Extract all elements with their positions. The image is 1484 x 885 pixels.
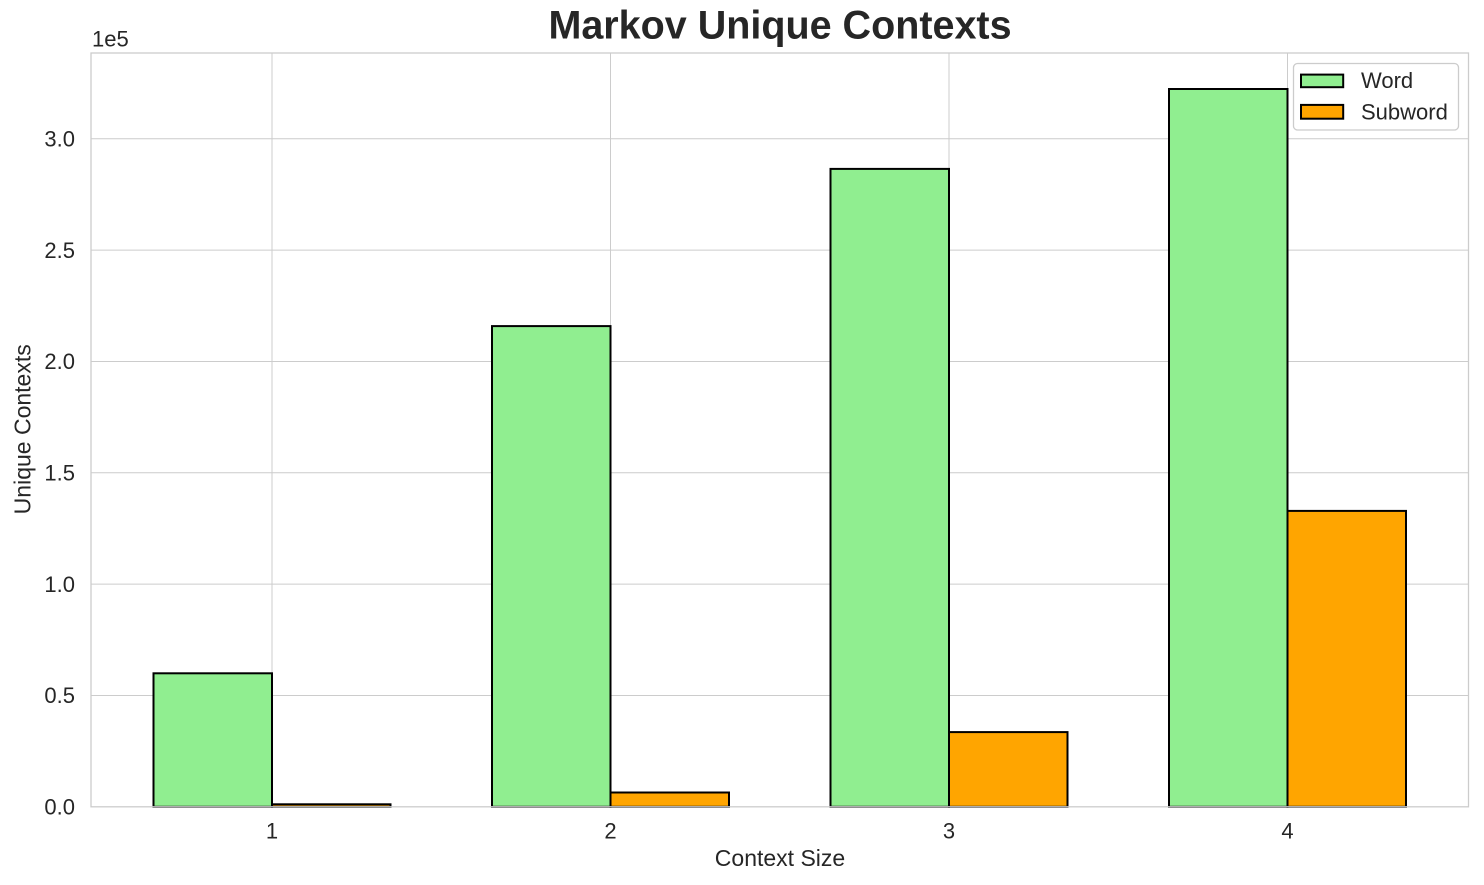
svg-text:2.0: 2.0 bbox=[44, 349, 75, 374]
svg-text:1: 1 bbox=[266, 819, 278, 844]
svg-text:2: 2 bbox=[604, 819, 616, 844]
svg-text:Unique Contexts: Unique Contexts bbox=[10, 344, 36, 514]
svg-text:Subword: Subword bbox=[1361, 99, 1448, 124]
svg-text:1.5: 1.5 bbox=[44, 461, 75, 486]
svg-text:3.0: 3.0 bbox=[44, 127, 75, 152]
svg-text:Context Size: Context Size bbox=[715, 845, 845, 871]
svg-text:0.0: 0.0 bbox=[44, 795, 75, 820]
svg-text:1e5: 1e5 bbox=[92, 27, 129, 52]
svg-text:3: 3 bbox=[943, 819, 955, 844]
svg-text:Word: Word bbox=[1361, 68, 1413, 93]
svg-text:Markov Unique Contexts: Markov Unique Contexts bbox=[548, 4, 1011, 48]
svg-text:1.0: 1.0 bbox=[44, 572, 75, 597]
svg-text:4: 4 bbox=[1281, 819, 1293, 844]
svg-text:2.5: 2.5 bbox=[44, 238, 75, 263]
svg-text:0.5: 0.5 bbox=[44, 683, 75, 708]
